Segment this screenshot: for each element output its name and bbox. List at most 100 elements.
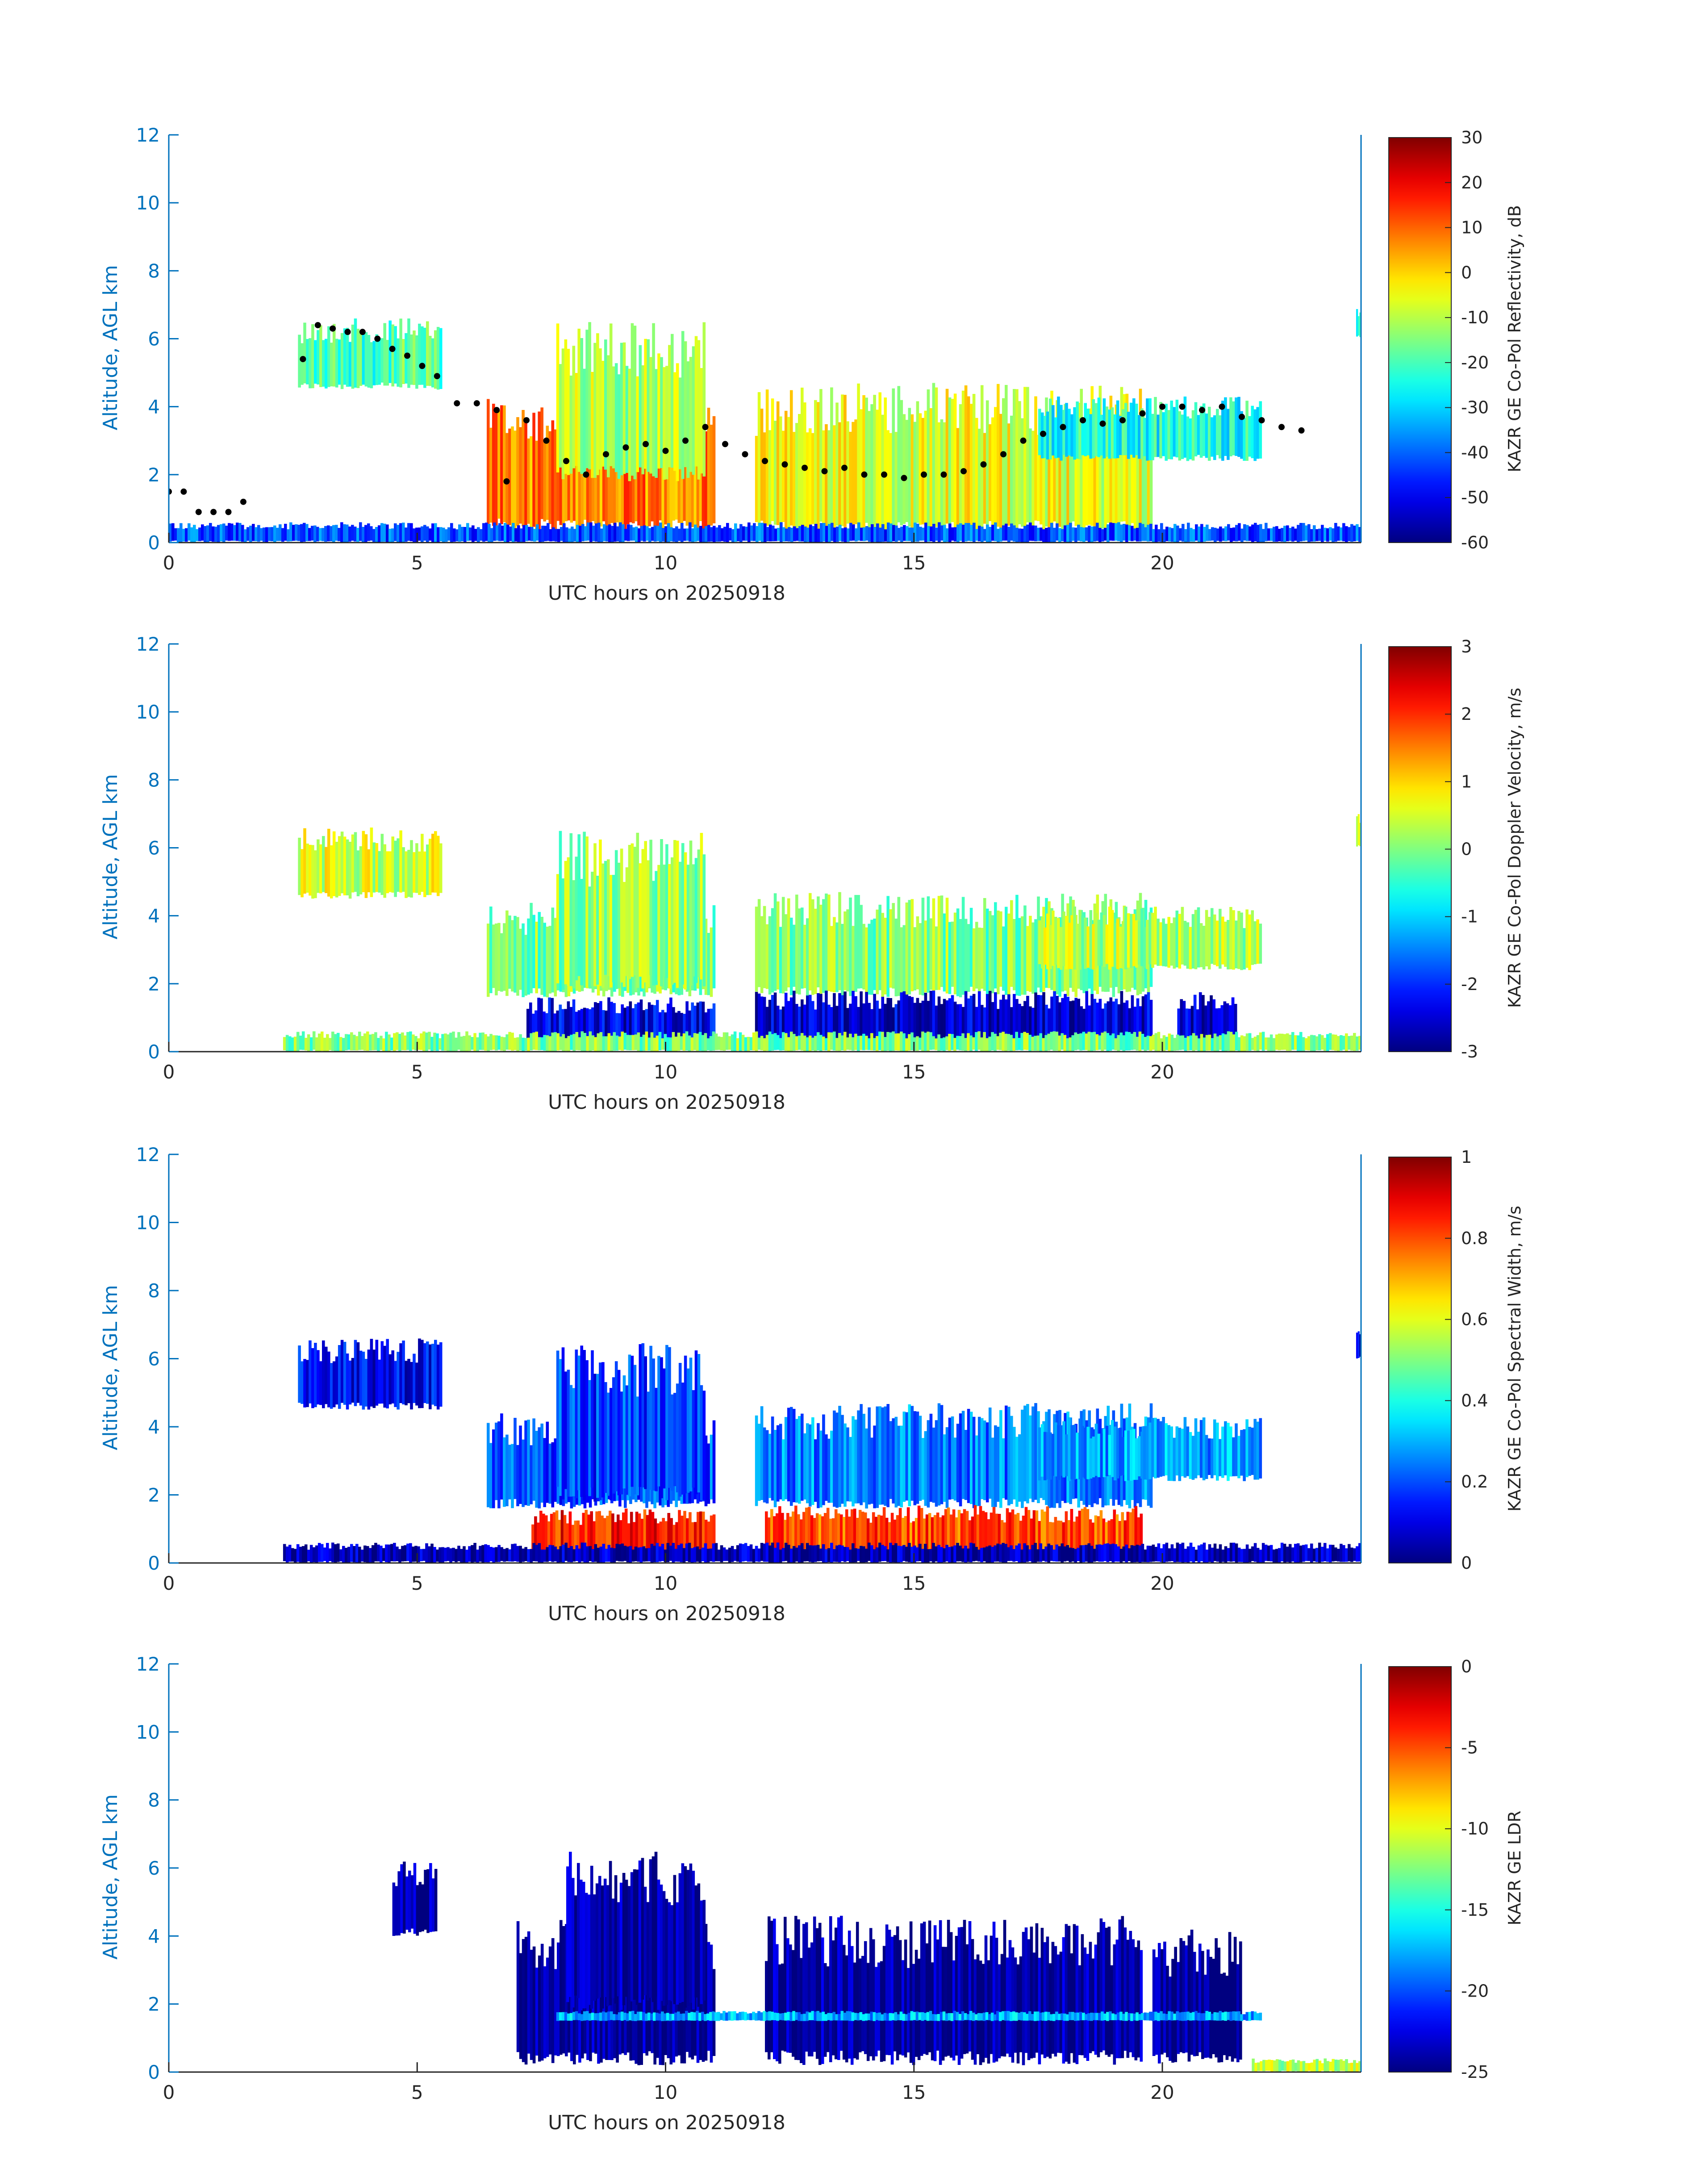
heatmap-cell (1023, 387, 1027, 532)
heatmap-cell (1358, 1543, 1361, 1562)
overlay-point (1159, 403, 1165, 410)
heatmap-cell (1061, 1543, 1064, 1563)
heatmap-cell (862, 923, 865, 990)
heatmap-cell (578, 1037, 581, 1050)
heatmap-cell (447, 527, 451, 541)
heatmap-cell (927, 526, 930, 542)
heatmap-cell (288, 1545, 292, 1562)
heatmap-cell (1272, 1549, 1276, 1563)
heatmap-cell (1139, 522, 1142, 542)
heatmap-cell (776, 1542, 780, 1563)
heatmap-cell (672, 1958, 676, 2063)
heatmap-cell (1098, 2013, 1101, 2021)
heatmap-cell (1027, 1510, 1031, 1554)
heatmap-cell (317, 839, 320, 893)
heatmap-cell (1155, 524, 1158, 542)
heatmap-cell (1299, 523, 1303, 542)
heatmap-cell (1331, 1034, 1335, 1050)
heatmap-cell (905, 903, 909, 995)
heatmap-cell (852, 1037, 855, 1051)
heatmap-cell (975, 1032, 978, 1051)
heatmap-cell (932, 524, 935, 543)
heatmap-cell (1086, 409, 1090, 455)
heatmap-cell (1237, 1547, 1241, 1562)
heatmap-cell (849, 1437, 852, 1502)
heatmap-cell (977, 991, 981, 1041)
y-tick-label: 10 (136, 1721, 160, 1743)
heatmap-cell (992, 1507, 996, 1555)
heatmap-cell (474, 529, 477, 541)
heatmap-cell (988, 1545, 991, 1563)
heatmap-cell (1148, 1422, 1152, 1479)
heatmap-cell (979, 1960, 982, 2065)
heatmap-cell (943, 1548, 946, 1563)
heatmap-cell (948, 998, 952, 1040)
heatmap-cell (900, 400, 903, 526)
heatmap-cell (936, 1513, 940, 1552)
cloud-layer (1252, 2058, 1361, 2072)
heatmap-cell (729, 528, 732, 541)
heatmap-cell (1071, 1035, 1074, 1051)
heatmap-cell (257, 525, 260, 542)
overlay-point (389, 346, 396, 352)
heatmap-cell (948, 922, 952, 994)
heatmap-cell (1113, 1944, 1116, 2065)
heatmap-cell (574, 1895, 577, 1996)
heatmap-cell (1245, 2012, 1249, 2021)
heatmap-cell (1245, 401, 1249, 461)
heatmap-cell (299, 1036, 302, 1050)
heatmap-cell (825, 526, 828, 543)
heatmap-cell (806, 527, 810, 542)
heatmap-cell (663, 865, 666, 977)
heatmap-cell (1032, 1510, 1036, 1552)
heatmap-cell (980, 928, 984, 989)
heatmap-cell (787, 417, 790, 529)
heatmap-cell (824, 1038, 828, 1051)
heatmap-cell (497, 1545, 501, 1562)
heatmap-cell (1213, 2012, 1216, 2021)
heatmap-cell (927, 896, 930, 993)
heatmap-cell (776, 2013, 779, 2021)
heatmap-cell (492, 1429, 495, 1508)
heatmap-cell (1165, 526, 1169, 541)
heatmap-cell (795, 1036, 798, 1050)
heatmap-cell (694, 336, 698, 467)
heatmap-cell (722, 1032, 726, 1051)
x-tick-label: 0 (163, 1061, 175, 1083)
heatmap-cell (640, 1953, 643, 2065)
heatmap-cell (1084, 403, 1087, 456)
heatmap-cell (1074, 411, 1077, 526)
heatmap-cell (696, 1003, 700, 1044)
x-tick-label: 10 (654, 1061, 677, 1083)
heatmap-cell (651, 441, 654, 522)
overlay-point (1219, 403, 1225, 410)
heatmap-cell (1180, 999, 1183, 1042)
heatmap-cell (830, 387, 833, 535)
heatmap-cell (822, 1002, 825, 1044)
heatmap-cell (1018, 1543, 1021, 1563)
heatmap-cell (481, 1032, 484, 1050)
heatmap-cell (1197, 907, 1200, 968)
heatmap-cell (1148, 398, 1152, 460)
heatmap-cell (884, 1406, 887, 1506)
heatmap-cell (511, 1032, 514, 1051)
heatmap-cell (784, 410, 788, 534)
heatmap-cell (1356, 2063, 1359, 2072)
heatmap-cell (689, 840, 693, 986)
heatmap-cell (1076, 401, 1079, 459)
heatmap-cell (921, 2012, 924, 2021)
heatmap-cell (770, 1509, 773, 1554)
heatmap-cell (380, 1341, 384, 1404)
heatmap-cell (1002, 926, 1005, 991)
heatmap-cell (919, 1416, 922, 1501)
heatmap-cell (972, 1543, 975, 1562)
y-tick-label: 0 (148, 1041, 160, 1063)
heatmap-cell (1046, 411, 1049, 460)
heatmap-cell (607, 1392, 610, 1496)
heatmap-cell (914, 522, 917, 542)
heatmap-cell (364, 525, 367, 542)
overlay-point (1040, 430, 1046, 437)
heatmap-cell (644, 1356, 647, 1489)
heatmap-cell (334, 1034, 337, 1051)
heatmap-cell (997, 529, 1000, 543)
